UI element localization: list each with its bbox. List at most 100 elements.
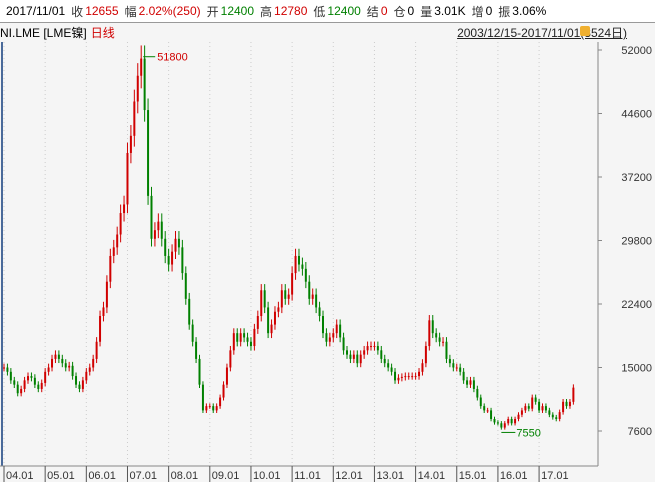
candle-body [380,350,383,359]
y-tick-label: 44600 [621,109,652,121]
candle-body [383,358,386,364]
candle-body [490,410,493,419]
x-tick-label: 06.01 [88,470,116,482]
candle-body [418,371,421,377]
candle-body [198,358,201,385]
volume-value: 3.01K [434,4,466,18]
candle-body [6,367,9,372]
x-tick-label: 17.01 [541,470,569,482]
candle-body [157,221,160,231]
candle-body [455,367,458,369]
open-label: 开 [206,4,219,19]
candle-body [400,376,403,378]
candle-body [229,350,232,368]
y-tick-label: 15000 [621,363,652,375]
candle-body [126,152,129,205]
candle-body [267,307,270,334]
low-label: 7550 [516,427,540,439]
candle-body [517,414,520,419]
candle-body [280,290,283,308]
candle-body [270,324,273,334]
candle-body [527,406,530,409]
low-label: 低 [313,4,326,19]
candle-body [352,354,355,359]
candle-body [311,294,314,299]
candle-body [195,341,198,359]
candle-body [123,204,126,214]
close-label: 收 [71,4,84,19]
candle-body [486,410,489,412]
candle-body [339,324,342,338]
candle-body [531,397,534,409]
candle-body [232,333,235,351]
candle-body [143,58,146,111]
candle-body [442,341,445,343]
open-value: 12400 [220,4,255,18]
candle-body [407,376,410,378]
candle-body [102,307,105,317]
x-tick-label: 12.01 [335,470,363,482]
candle-body [496,422,499,424]
candle-body [188,298,191,325]
candle-body [514,418,517,424]
candle-body [109,255,112,282]
candle-body [68,365,71,368]
amplitude-value: 3.06% [512,4,547,18]
candle-body [164,238,167,256]
candle-body [297,255,300,265]
candle-body [335,324,338,334]
candle-body [376,346,379,351]
candle-body [568,401,571,407]
oi-value: 0 [407,4,415,18]
candle-body [153,230,156,239]
candle-body [215,406,218,411]
candle-body [171,251,174,265]
candle-body [51,358,54,368]
candle-body [438,337,441,342]
candle-body [325,333,328,342]
high-value: 12780 [274,4,308,18]
candle-body [387,363,390,368]
candle-body [287,294,290,299]
candle-body [404,376,407,378]
candle-body [421,363,424,372]
candle-body [112,247,115,256]
x-tick-label: 09.01 [212,470,240,482]
candle-body [140,58,143,76]
candle-body [253,328,256,347]
candle-body [13,380,16,385]
candle-body [520,410,523,415]
quote-bar: 2017/11/01 收 12655 幅 2.02%(250) 开 12400 高 12… [0,0,655,23]
candle-body [54,354,57,359]
candle-body [27,376,30,381]
volume-label: 量 [420,4,433,19]
candle-body [167,255,170,265]
candle-body [160,221,163,239]
period[interactable]: 日线 [90,25,115,40]
y-tick-label: 52000 [621,45,652,57]
candle-body [394,371,397,381]
candle-body [503,423,506,428]
candle-body [462,371,465,381]
lock-icon[interactable] [580,26,590,36]
candle-body [129,135,132,153]
candle-body [40,382,43,389]
candle-body [469,380,472,385]
candle-body [249,341,252,347]
candle-body [291,273,294,295]
candle-body [57,354,60,359]
candle-body [201,384,204,411]
x-tick-label: 07.01 [129,470,157,482]
candle-body [459,367,462,372]
candle-body [524,406,527,411]
candle-body [294,255,297,274]
candle-body [150,195,153,239]
candle-body [20,388,23,394]
candle-body [390,367,393,372]
high-label: 高 [260,4,273,19]
y-tick-label: 29800 [621,236,652,248]
candle-body [99,316,102,342]
candle-body [359,354,362,364]
candle-body [483,406,486,411]
